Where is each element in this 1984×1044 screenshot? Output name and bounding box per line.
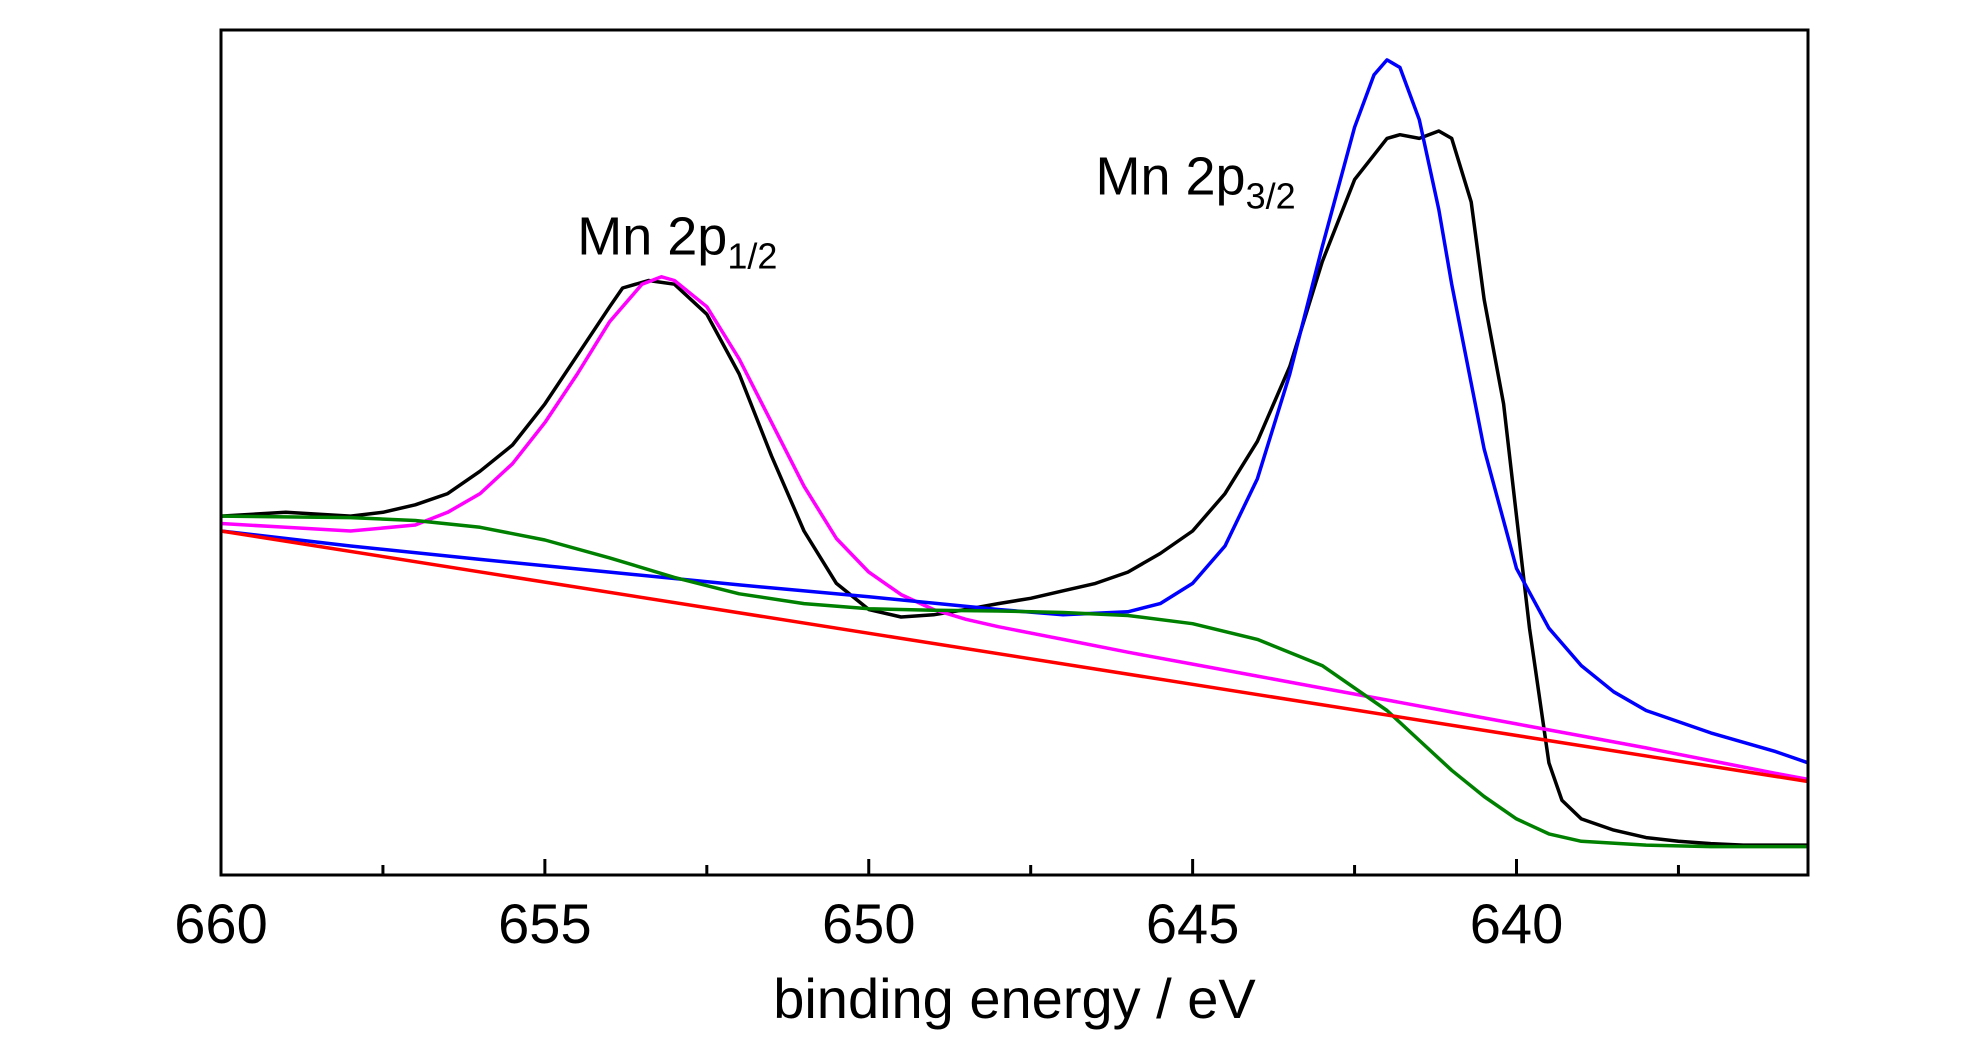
peak-annotation-1: Mn 2p1/2 — [577, 206, 777, 276]
series-line-3 — [220, 58, 1809, 765]
x-tick-label: 640 — [1470, 892, 1563, 955]
series-layer — [220, 58, 1809, 849]
x-tick-label: 645 — [1146, 892, 1239, 955]
peak-annotation-2: Mn 2p3/2 — [1095, 147, 1295, 217]
x-axis-title: binding energy / eV — [773, 967, 1256, 1030]
series-line-5 — [220, 529, 1809, 784]
series-line-1 — [220, 129, 1808, 847]
series-line-4 — [220, 514, 1808, 849]
x-tick-label: 655 — [498, 892, 591, 955]
annotation-layer: Mn 2p1/2 Mn 2p3/2 — [577, 147, 1295, 277]
x-tick-label: 660 — [174, 892, 267, 955]
plot-area-frame — [219, 28, 1810, 877]
x-axis: 660 655 650 645 640 — [174, 859, 1680, 955]
x-tick-label: 650 — [822, 892, 915, 955]
series-line-2 — [220, 275, 1809, 782]
